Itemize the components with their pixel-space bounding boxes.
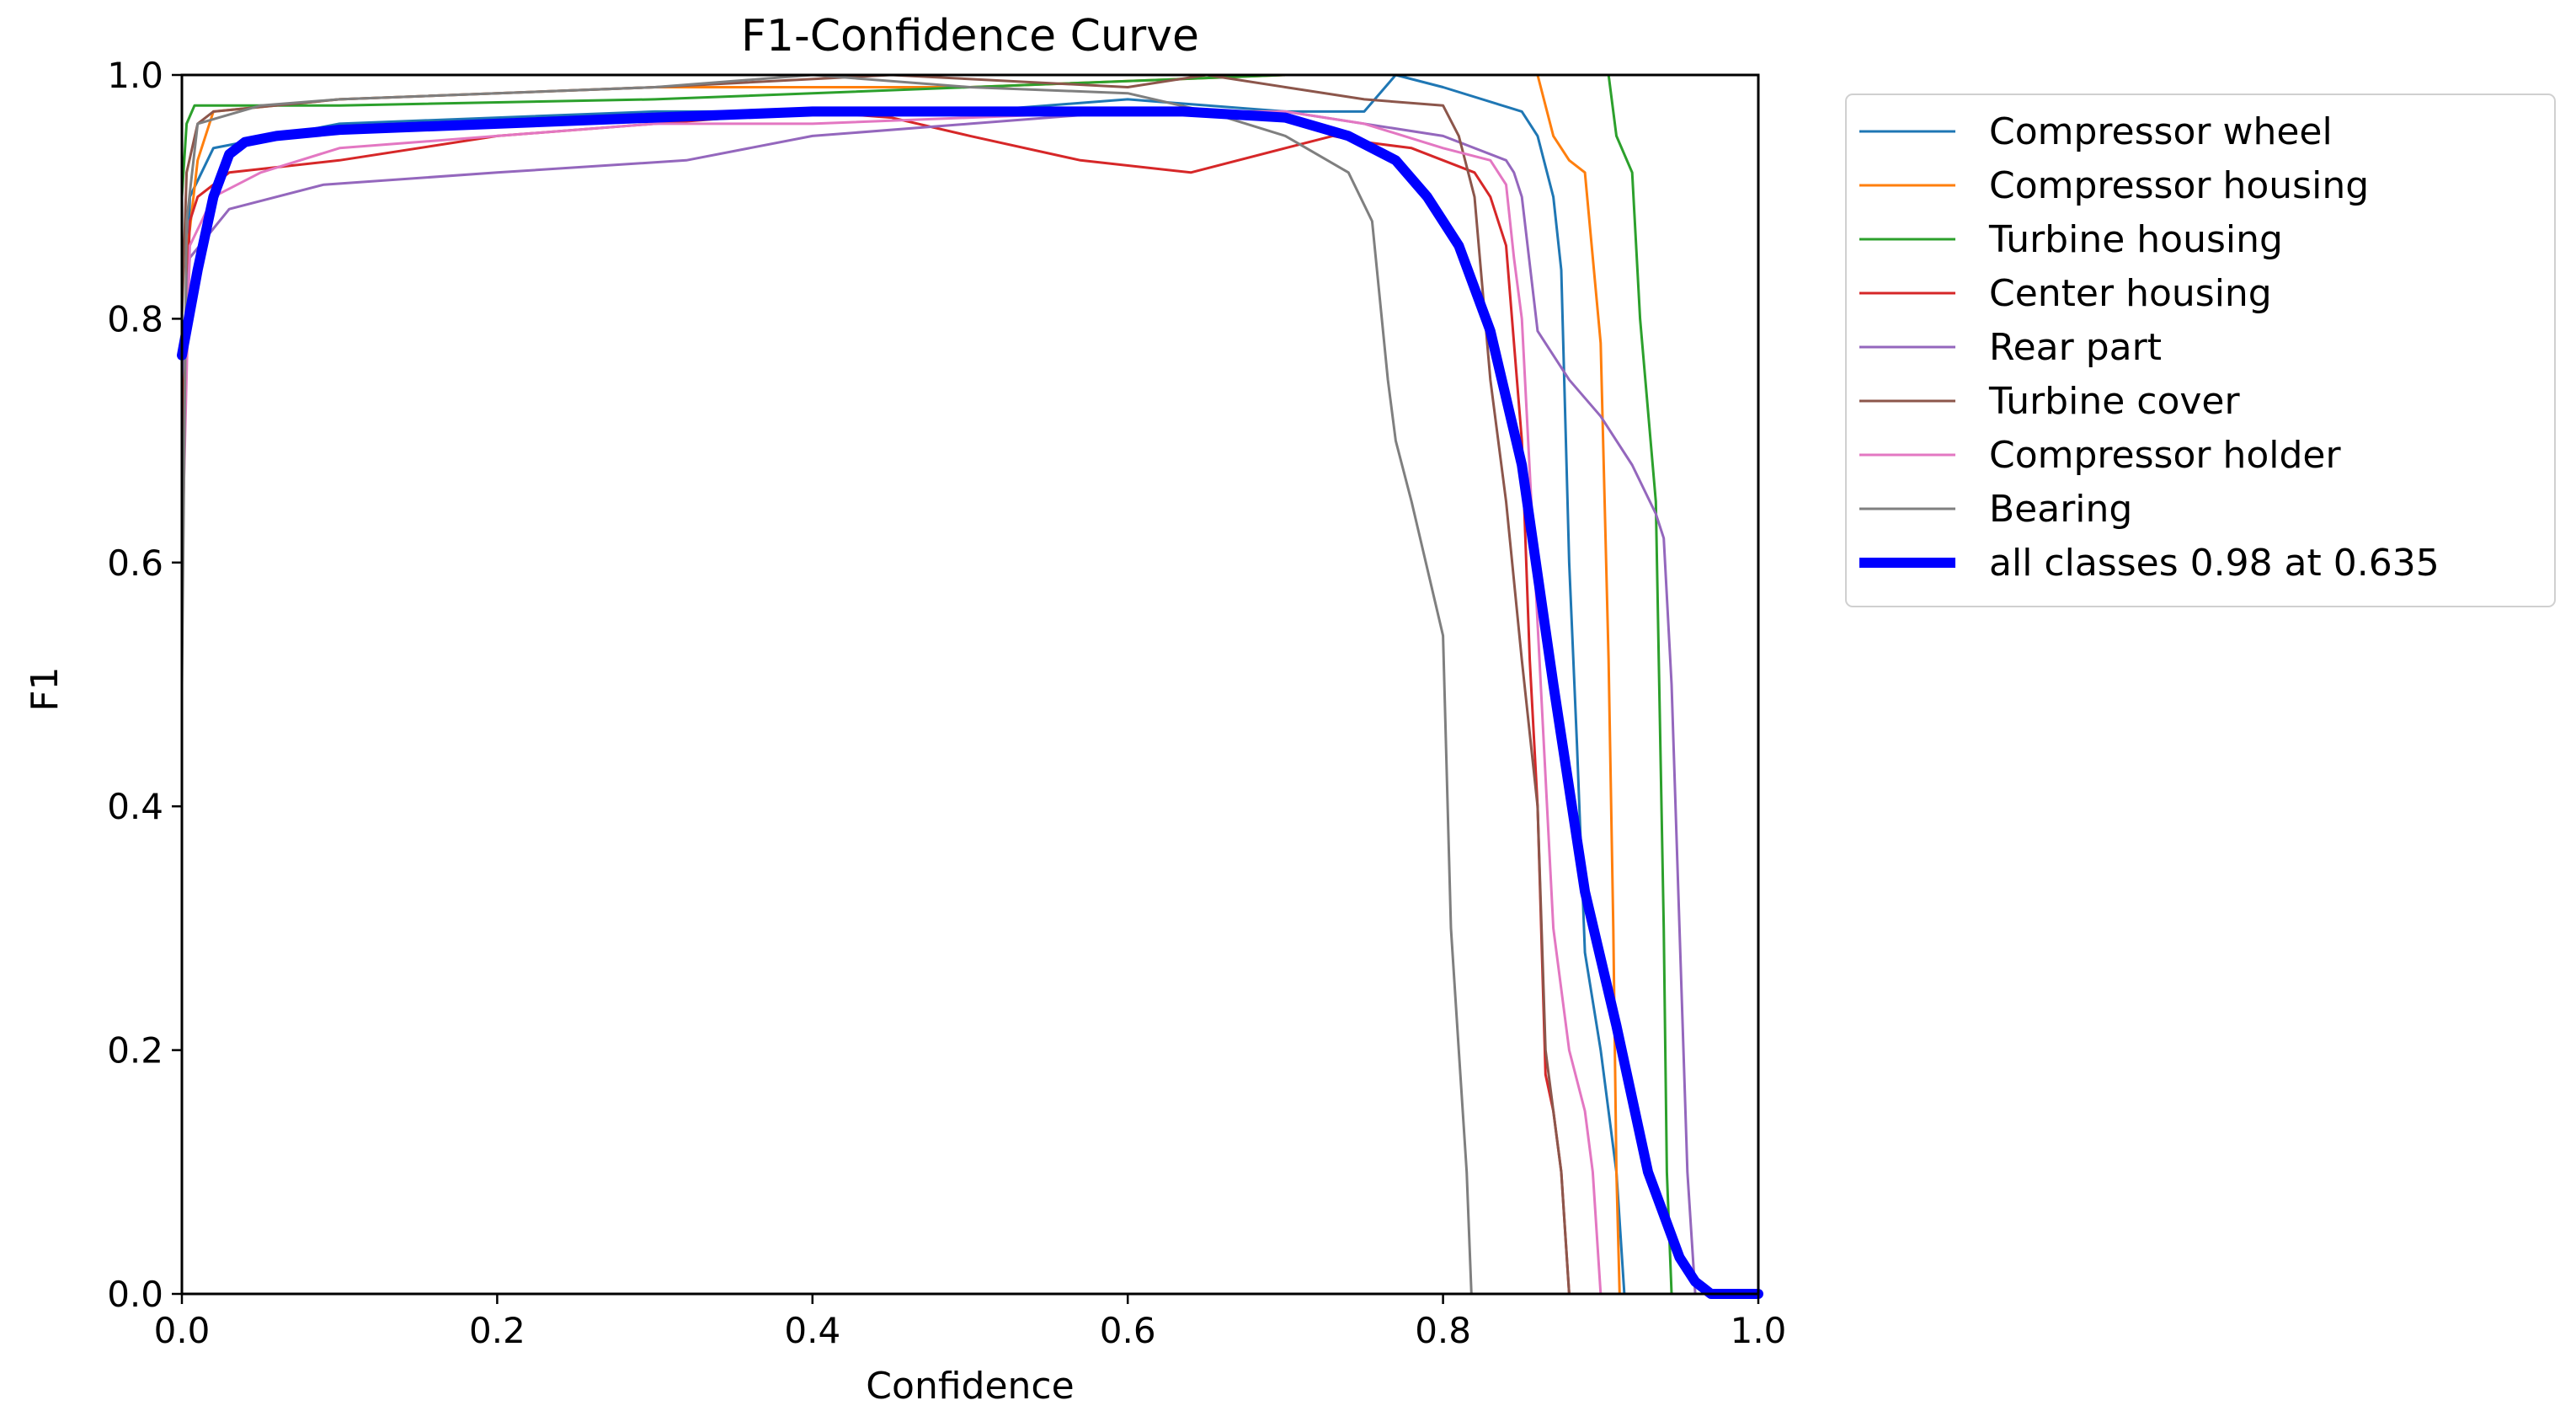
legend-label-center-housing: Center housing [1989, 272, 2272, 315]
y-tick-label: 0.2 [107, 1030, 163, 1072]
x-tick-label: 0.6 [1100, 1310, 1156, 1351]
y-tick-label: 0.4 [107, 786, 163, 827]
x-tick-label: 0.0 [154, 1310, 211, 1351]
series-line-all-classes-0-98-at-0-635 [177, 106, 1763, 1299]
chart-title: F1-Confidence Curve [741, 11, 1199, 61]
series-line-turbine-housing [180, 73, 1673, 1296]
legend-label-turbine-housing: Turbine housing [1988, 218, 2283, 261]
legend-label-rear-part: Rear part [1989, 326, 2162, 369]
x-tick-label: 0.4 [784, 1310, 840, 1351]
legend-box [1845, 94, 2556, 607]
legend-label-compressor-wheel: Compressor wheel [1989, 110, 2333, 153]
y-tick-label: 1.0 [107, 55, 163, 96]
x-axis-label: Confidence [866, 1365, 1074, 1408]
legend-label-turbine-cover: Turbine cover [1988, 380, 2240, 423]
x-axis-ticks: 0.0 0.2 0.4 0.6 0.8 1.0 [154, 1294, 1787, 1351]
series-line-rear-part [180, 110, 1697, 1296]
legend-label-all-classes-0-98-at-0-635: all classes 0.98 at 0.635 [1989, 542, 2440, 585]
series-line-center-housing [180, 110, 1571, 1296]
y-axis-ticks: 0.0 0.2 0.4 0.6 0.8 1.0 [107, 55, 182, 1315]
series-line-compressor-holder [180, 110, 1603, 1296]
y-tick-label: 0.6 [107, 542, 163, 584]
legend-label-compressor-holder: Compressor holder [1989, 434, 2342, 477]
plot-area [177, 73, 1763, 1299]
y-axis-label: F1 [24, 666, 67, 711]
y-tick-label: 0.8 [107, 298, 163, 339]
legend: Compressor wheel Compressor housing Turbin… [1845, 94, 2556, 607]
x-tick-label: 0.2 [469, 1310, 525, 1351]
x-tick-label: 0.8 [1415, 1310, 1471, 1351]
plot-frame [180, 73, 1760, 1296]
series-line-compressor-wheel [180, 73, 1626, 1296]
y-tick-label: 0.0 [107, 1274, 163, 1315]
x-tick-label: 1.0 [1731, 1310, 1787, 1351]
series-line-compressor-housing [180, 73, 1621, 1296]
series-line-turbine-cover [180, 73, 1571, 1296]
legend-label-bearing: Bearing [1989, 488, 2132, 531]
legend-label-compressor-housing: Compressor housing [1989, 164, 2369, 207]
series-line-bearing [180, 73, 1473, 1296]
